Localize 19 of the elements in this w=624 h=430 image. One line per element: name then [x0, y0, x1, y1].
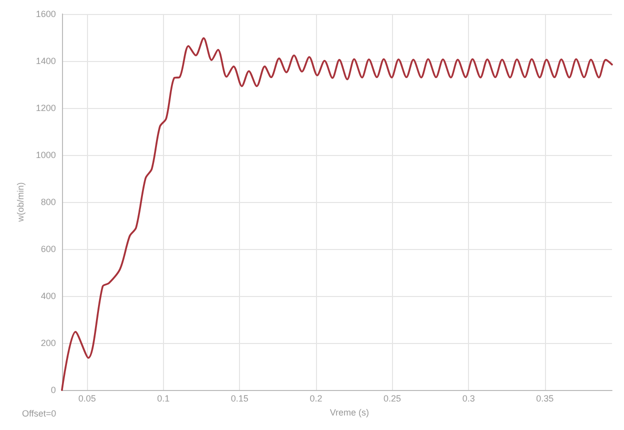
y-tick-label: 600: [40, 244, 56, 254]
x-tick-label: 0.25: [384, 394, 402, 404]
x-axis-title: Vreme (s): [330, 408, 370, 418]
y-tick-label: 1600: [36, 9, 56, 19]
y-tick-label: 400: [40, 291, 56, 302]
x-tick-label: 0.2: [310, 394, 322, 404]
y-tick-label: 800: [40, 197, 56, 208]
x-tick-label: 0.3: [462, 394, 475, 404]
text: Offset=0: [22, 408, 56, 418]
x-tick-label: 0.35: [536, 394, 554, 404]
x-tick-label: 0.15: [230, 394, 248, 404]
y-axis-title: w(ob/min): [16, 182, 26, 223]
y-tick-label: 1200: [36, 103, 56, 114]
y-tick-label: 0: [50, 385, 56, 396]
y-tick-label: 1400: [36, 56, 56, 66]
y-tick-label: 1000: [36, 150, 56, 160]
x-tick-label: 0.1: [157, 394, 170, 404]
x-tick-label: 0.05: [78, 394, 96, 404]
y-tick-label: 200: [40, 338, 56, 348]
